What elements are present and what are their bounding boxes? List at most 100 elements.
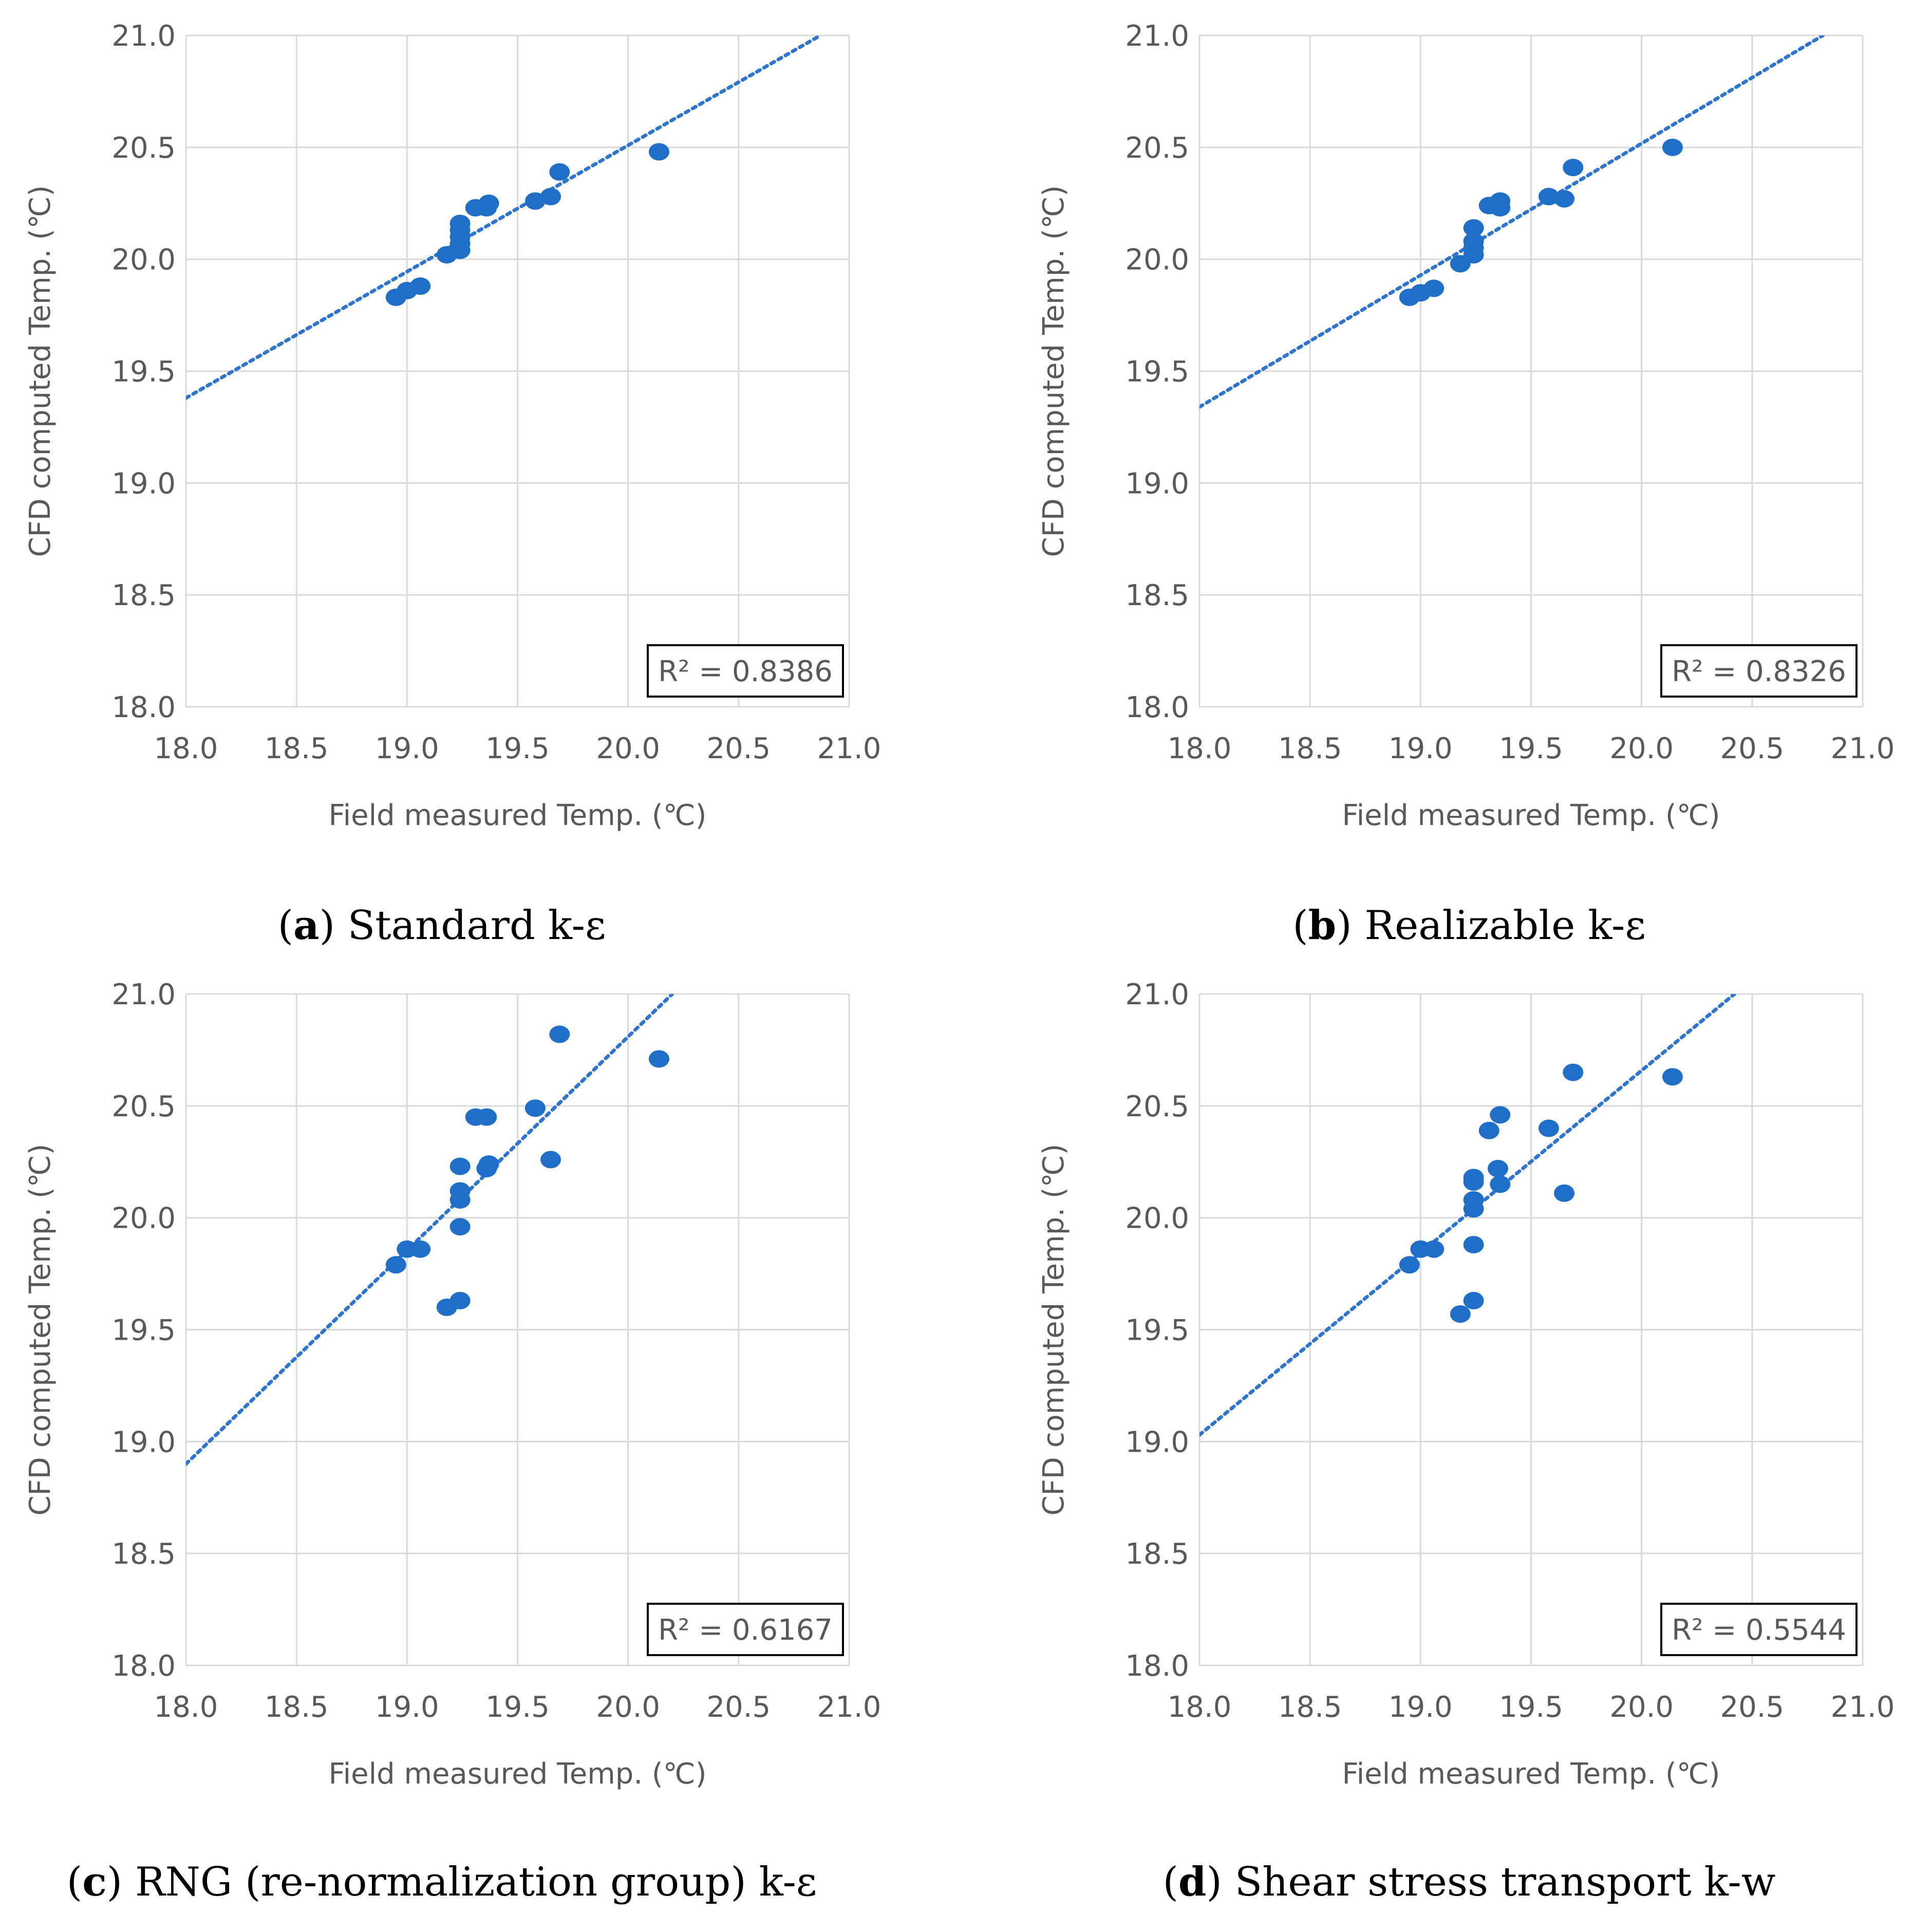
y-tick-label: 19.5 — [111, 355, 176, 389]
x-tick-label: 21.0 — [817, 1691, 882, 1724]
data-point — [1463, 1191, 1484, 1209]
data-point — [549, 163, 570, 181]
y-axis-label: CFD computed Temp. (℃) — [1037, 185, 1071, 557]
data-point — [449, 1291, 471, 1309]
y-tick-label: 20.5 — [111, 132, 176, 165]
x-tick-label: 18.5 — [265, 732, 329, 765]
x-tick-label: 19.0 — [375, 1691, 439, 1724]
x-tick-label: 20.0 — [1609, 1691, 1674, 1724]
data-point — [449, 1218, 471, 1236]
x-tick-label: 18.0 — [154, 732, 218, 765]
data-point — [549, 1025, 570, 1043]
r-squared-label: R² = 0.8326 — [1672, 655, 1846, 688]
x-axis-label: Field measured Temp. (℃) — [1342, 799, 1720, 832]
x-tick-label: 18.5 — [265, 1691, 329, 1724]
caption-text: Shear stress transport k-w — [1222, 1859, 1776, 1905]
x-axis-label: Field measured Temp. (℃) — [328, 799, 706, 832]
r-squared-box — [1660, 644, 1858, 698]
r-squared-box — [1660, 1603, 1858, 1656]
scatter-panel-d: 18.0 18.5 19.0 19.5 20.0 20.5 21.0 18.0 18.5 19.0… — [1037, 978, 1895, 1905]
data-point — [648, 143, 669, 161]
data-point — [1463, 1235, 1484, 1253]
data-point — [1463, 1169, 1484, 1187]
scatter-panel-c: 18.0 18.5 19.0 19.5 20.0 20.5 21.0 18.0 18.5 19.0… — [24, 978, 881, 1905]
caption-close-paren: ) — [1336, 903, 1352, 949]
data-point — [1399, 1256, 1420, 1274]
x-tick-label: 21.0 — [1831, 1691, 1895, 1724]
data-point — [1563, 159, 1584, 177]
scatter-panel-b: 18.0 18.5 19.0 19.5 20.0 20.5 21.0 18.0 18.5 19.0… — [1037, 20, 1895, 949]
data-point — [524, 192, 546, 210]
x-tick-label: 20.5 — [706, 1691, 771, 1724]
data-point — [648, 1050, 669, 1068]
caption-open-paren: ( — [67, 1859, 82, 1905]
y-tick-label: 19.5 — [1125, 1314, 1189, 1347]
panel-caption: (b) Realizable k-ε — [1292, 902, 1646, 949]
y-tick-label: 21.0 — [1125, 978, 1189, 1011]
data-point — [478, 194, 499, 212]
y-tick-label: 19.0 — [111, 1425, 176, 1459]
data-point — [385, 1256, 406, 1274]
caption-open-paren: ( — [1162, 1859, 1178, 1905]
y-axis-label: CFD computed Temp. (℃) — [24, 185, 57, 557]
y-tick-label: 18.0 — [111, 1649, 176, 1683]
x-tick-label: 18.0 — [154, 1691, 218, 1724]
data-point — [1538, 187, 1559, 205]
data-point — [1463, 219, 1484, 237]
caption-open-paren: ( — [1292, 903, 1308, 949]
data-point — [449, 1157, 471, 1175]
caption-letter: b — [1308, 902, 1337, 949]
y-tick-label: 18.0 — [1125, 1649, 1189, 1683]
x-axis-label: Field measured Temp. (℃) — [328, 1757, 706, 1791]
y-tick-label: 20.0 — [111, 243, 176, 277]
data-point — [1554, 190, 1575, 208]
x-tick-label: 18.0 — [1168, 732, 1232, 765]
data-point — [1554, 1184, 1575, 1202]
x-tick-label: 20.0 — [596, 1691, 660, 1724]
data-point — [410, 277, 431, 295]
data-point — [540, 1151, 561, 1169]
caption-text: Realizable k-ε — [1352, 903, 1646, 949]
data-point — [1490, 1175, 1511, 1193]
caption-text: RNG (re-normalization group) k-ε — [122, 1859, 817, 1905]
x-tick-label: 20.5 — [1720, 732, 1784, 765]
x-tick-label: 20.5 — [706, 732, 771, 765]
y-tick-label: 21.0 — [111, 20, 176, 53]
data-point — [1490, 192, 1511, 210]
r-squared-label: R² = 0.5544 — [1672, 1614, 1846, 1647]
r-squared-box — [647, 644, 844, 698]
panel-caption: (d) Shear stress transport k-w — [1162, 1859, 1775, 1905]
data-point — [1487, 1159, 1508, 1177]
r-squared-label: R² = 0.6167 — [658, 1614, 833, 1647]
data-point — [478, 1155, 499, 1173]
x-tick-label: 19.5 — [1499, 1691, 1563, 1724]
data-point — [540, 187, 561, 205]
data-point — [1423, 279, 1445, 297]
y-axis-label: CFD computed Temp. (℃) — [24, 1143, 57, 1515]
data-point — [1662, 138, 1683, 156]
y-tick-label: 18.5 — [1125, 579, 1189, 612]
y-tick-label: 19.5 — [1125, 355, 1189, 389]
caption-letter: a — [293, 902, 320, 949]
x-tick-label: 18.0 — [1168, 1691, 1232, 1724]
y-tick-label: 20.5 — [111, 1090, 176, 1123]
x-tick-label: 19.0 — [1389, 732, 1453, 765]
caption-close-paren: ) — [107, 1859, 122, 1905]
y-tick-label: 19.5 — [111, 1314, 176, 1347]
r-squared-box — [647, 1603, 844, 1656]
x-tick-label: 21.0 — [1831, 732, 1895, 765]
data-point — [1423, 1240, 1445, 1258]
x-tick-label: 18.5 — [1278, 732, 1342, 765]
trendline — [186, 994, 674, 1466]
data-point — [1463, 232, 1484, 250]
data-point — [476, 1108, 497, 1126]
data-point — [449, 1182, 471, 1200]
panel-caption: (a) Standard k-ε — [278, 902, 606, 949]
caption-open-paren: ( — [278, 903, 293, 949]
y-tick-label: 18.5 — [111, 1537, 176, 1571]
y-tick-label: 21.0 — [1125, 20, 1189, 53]
y-tick-label: 20.5 — [1125, 132, 1189, 165]
x-tick-label: 18.5 — [1278, 1691, 1342, 1724]
r-squared-label: R² = 0.8386 — [658, 655, 833, 688]
panel-caption: (c) RNG (re-normalization group) k-ε — [67, 1859, 817, 1905]
